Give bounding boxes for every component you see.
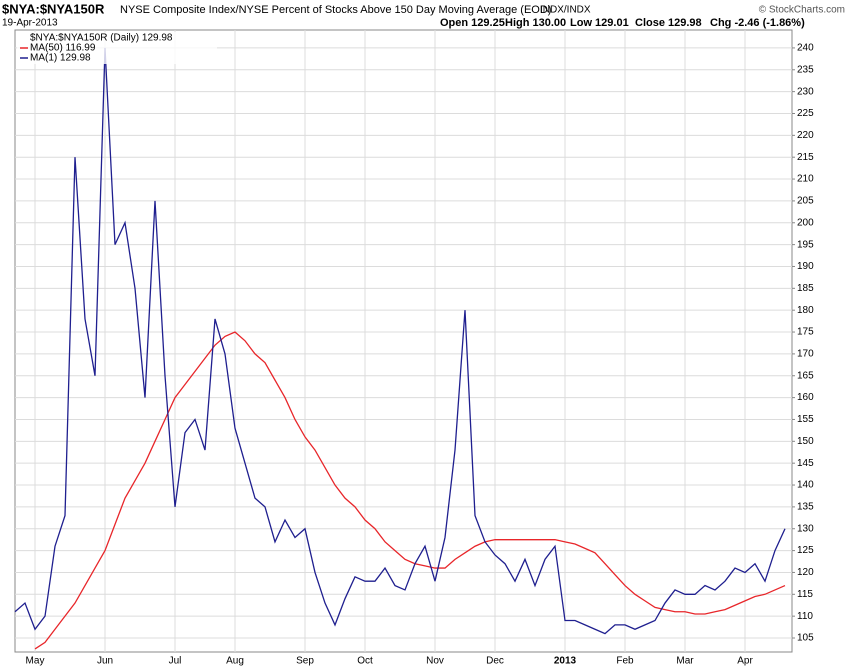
quote-item: Close 129.98 (635, 17, 702, 29)
y-tick-label: 140 (797, 480, 814, 491)
y-tick-label: 225 (797, 108, 814, 119)
y-tick-label: 125 (797, 545, 814, 556)
y-tick-label: 155 (797, 414, 814, 425)
legend-box (17, 32, 217, 64)
quote-item: High 130.00 (505, 17, 566, 29)
y-tick-label: 180 (797, 305, 814, 316)
chart-subtitle: NYSE Composite Index/NYSE Percent of Sto… (120, 4, 551, 16)
legend: $NYA:$NYA150R (Daily) 129.98 MA(50) 116.… (17, 32, 217, 64)
y-tick-label: 185 (797, 283, 814, 294)
y-tick-label: 230 (797, 86, 814, 97)
y-tick-label: 215 (797, 152, 814, 163)
x-tick-label: Apr (737, 656, 753, 667)
y-tick-label: 200 (797, 217, 814, 228)
x-tick-label: 2013 (554, 656, 577, 667)
x-tick-label: Mar (676, 656, 694, 667)
y-tick-label: 205 (797, 196, 814, 207)
y-tick-label: 110 (797, 611, 813, 622)
y-tick-label: 120 (797, 567, 814, 578)
grid (15, 30, 795, 652)
y-tick-label: 170 (797, 349, 814, 360)
quote-item: Open 129.25 (440, 17, 505, 29)
x-tick-label: Feb (616, 656, 634, 667)
y-tick-label: 130 (797, 523, 814, 534)
chart-title: $NYA:$NYA150R (2, 1, 105, 16)
y-tick-label: 195 (797, 239, 814, 250)
y-tick-label: 240 (797, 43, 814, 54)
y-tick-label: 175 (797, 327, 814, 338)
y-tick-label: 160 (797, 392, 814, 403)
x-tick-label: Jun (97, 656, 113, 667)
y-tick-label: 165 (797, 370, 814, 381)
legend-price: $NYA:$NYA150R (Daily) 129.98 (30, 33, 173, 44)
y-tick-label: 220 (797, 130, 814, 141)
series-line (14, 47, 786, 635)
x-tick-label: Aug (226, 656, 244, 667)
legend-label: MA(50) 116.99 (30, 43, 96, 54)
y-tick-label: 135 (797, 502, 814, 513)
y-tick-label: 235 (797, 64, 814, 75)
legend-label: MA(1) 129.98 (30, 53, 91, 64)
x-tick-label: Nov (426, 656, 444, 667)
lines (14, 47, 786, 650)
x-tick-label: Dec (486, 656, 504, 667)
x-tick-label: Sep (296, 656, 314, 667)
y-tick-label: 105 (797, 633, 814, 644)
x-tick-label: Jul (169, 656, 182, 667)
y-tick-label: 145 (797, 458, 814, 469)
quote-item: Low 129.01 (570, 17, 629, 29)
series-line (34, 331, 786, 650)
quote-item: Chg -2.46 (-1.86%) (710, 17, 805, 29)
y-tick-label: 210 (797, 174, 814, 185)
y-tick-label: 190 (797, 261, 814, 272)
exchange: INDX/INDX (540, 5, 591, 16)
plot-frame (14, 29, 793, 653)
x-tick-label: May (26, 656, 45, 667)
y-tick-label: 115 (797, 589, 813, 600)
y-tick-label: 150 (797, 436, 814, 447)
date: 19-Apr-2013 (2, 18, 58, 29)
x-tick-label: Oct (357, 656, 373, 667)
credit: © StockCharts.com (759, 5, 845, 16)
quote: Open 129.25 High 130.00 Low 129.01 Close 12… (440, 17, 805, 29)
